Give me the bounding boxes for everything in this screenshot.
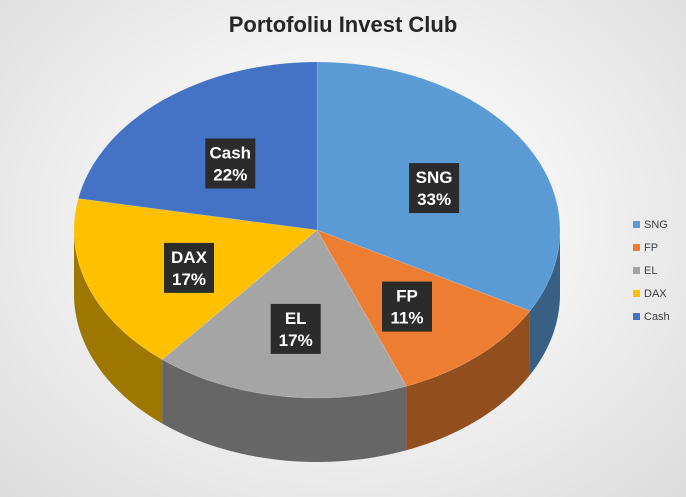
legend-label: Cash <box>644 310 670 323</box>
data-label-el: EL 17% <box>270 303 321 354</box>
data-label-fp: FP 11% <box>382 281 432 332</box>
legend-swatch <box>633 313 640 320</box>
data-label-category: Cash <box>210 144 252 163</box>
pie-slice-cash <box>77 61 318 231</box>
data-label-value: 11% <box>390 309 423 328</box>
legend-label: SNG <box>644 218 668 231</box>
data-label-category: SNG <box>416 168 453 187</box>
data-label-box <box>409 163 460 214</box>
legend-swatch <box>633 267 640 274</box>
pie-side-dax <box>74 230 163 424</box>
chart-legend: SNG FP EL DAX Cash <box>633 213 670 328</box>
pie-side-sng <box>529 230 560 375</box>
legend-swatch <box>633 221 640 228</box>
pie-side-fp <box>406 310 530 451</box>
chart-title: Portofoliu Invest Club <box>228 12 458 37</box>
data-label-box <box>270 303 321 354</box>
legend-item-cash: Cash <box>633 305 670 328</box>
legend-swatch <box>633 290 640 297</box>
legend-item-sng: SNG <box>633 213 670 236</box>
legend-item-el: EL <box>633 259 670 282</box>
legend-label: EL <box>644 264 658 277</box>
data-label-sng: SNG 33% <box>409 163 460 214</box>
pie-data-labels: SNG 33% FP 11% EL 17% DAX 17% Cash 22% <box>164 138 460 354</box>
data-label-category: DAX <box>171 248 208 267</box>
data-label-value: 22% <box>213 166 247 185</box>
data-label-dax: DAX 17% <box>164 242 214 293</box>
data-label-box <box>205 138 256 189</box>
legend-label: FP <box>644 241 659 254</box>
data-label-category: EL <box>285 309 307 328</box>
data-label-value: 17% <box>279 331 313 350</box>
data-label-box <box>164 242 214 293</box>
legend-item-dax: DAX <box>633 282 670 305</box>
data-label-category: FP <box>396 287 418 306</box>
pie-side-el <box>162 359 407 462</box>
pie-3d-sides <box>74 230 560 462</box>
data-label-box <box>382 281 432 332</box>
data-label-value: 33% <box>417 190 451 209</box>
legend-item-fp: FP <box>633 236 670 259</box>
legend-swatch <box>633 244 640 251</box>
data-label-cash: Cash 22% <box>205 138 256 189</box>
data-label-value: 17% <box>172 270 206 289</box>
legend-label: DAX <box>644 287 667 300</box>
